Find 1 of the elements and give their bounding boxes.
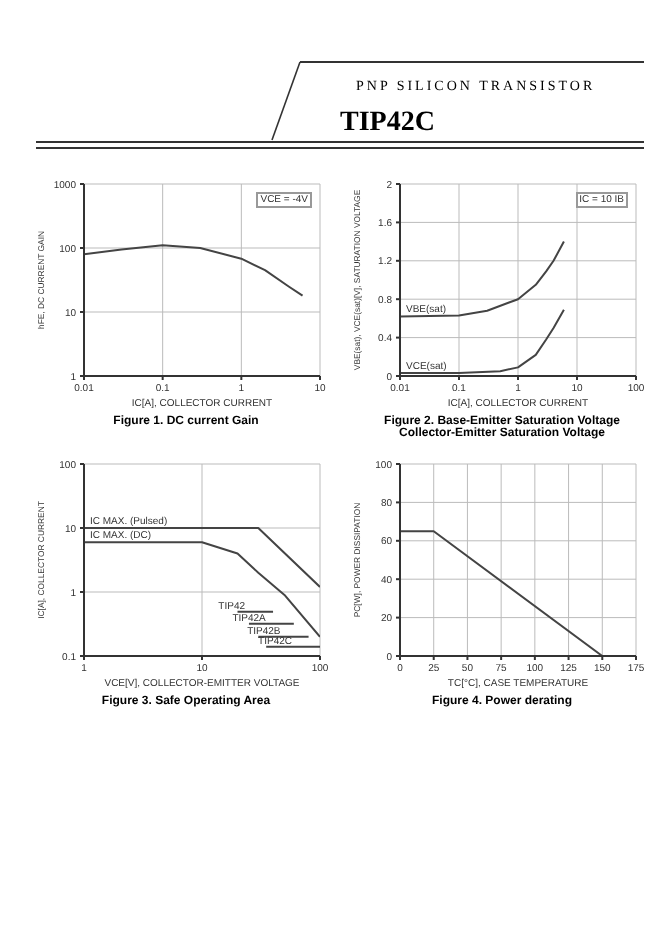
text: TIP42C xyxy=(340,108,435,138)
